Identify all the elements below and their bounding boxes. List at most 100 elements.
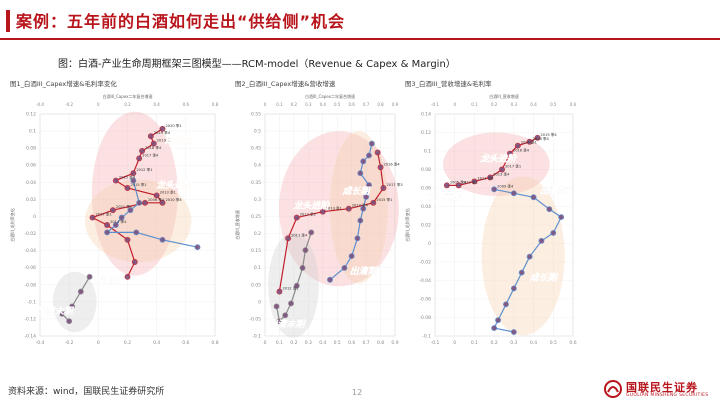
title-rule (0, 38, 720, 40)
data-point (341, 264, 348, 271)
data-point (538, 237, 545, 244)
data-point (348, 253, 355, 260)
point-label: 2010 季4 (166, 197, 183, 202)
data-point (109, 207, 116, 214)
data-point (159, 199, 166, 206)
y-tick-label: -0.1 (27, 299, 36, 305)
point-label: 2011 季4 (291, 232, 308, 237)
point-label: 2020 季1 (166, 123, 182, 128)
page-number: 12 (352, 388, 363, 397)
y-tick-label: 0.45 (251, 146, 261, 152)
y-tick-label: 0.06 (26, 163, 36, 169)
data-point (550, 229, 557, 236)
x-tick-label: -0.4 (36, 340, 45, 346)
data-point (276, 288, 283, 295)
x-tick-label-top: -0.2 (65, 102, 73, 107)
data-point (487, 174, 494, 181)
y-axis-label: 白酒III_毛利率变化 (404, 208, 410, 242)
y-tick-label: 0.14 (421, 112, 431, 118)
x-tick-label: 0.8 (377, 340, 384, 346)
x-tick-label: 0.7 (363, 340, 370, 346)
x-tick-label: 0 (453, 340, 456, 346)
y-tick-label: -0.06 (419, 297, 431, 303)
data-point (526, 253, 533, 260)
x-axis-label: 白酒III_Capex二年复合增速 (102, 93, 152, 99)
data-point (558, 214, 565, 221)
x-tick-label-top: 0.6 (570, 102, 577, 107)
point-label: 2019 季4 (541, 132, 558, 137)
data-point (285, 235, 292, 242)
x-tick-label: 0.4 (530, 340, 537, 346)
x-tick-label-top: 0 (97, 102, 100, 107)
data-point (130, 170, 137, 177)
x-tick-label: 0.3 (305, 340, 312, 346)
x-tick-label: 0.9 (391, 340, 398, 346)
data-point (142, 199, 148, 206)
x-tick-label-top: 0.7 (363, 102, 370, 107)
point-label: 2011 季4 (477, 175, 494, 180)
chart-1: 图1_白酒III_Capex增速&毛利率变化白酒III_Capex二年复合增速白… (9, 79, 219, 346)
data-point (455, 182, 462, 189)
point-label: 2010 季1 (462, 179, 478, 184)
data-point (282, 312, 289, 319)
logo-text-en: GUOLIAN MINSHENG SECURITIES (626, 393, 709, 398)
data-point (112, 222, 119, 228)
data-point (104, 229, 111, 236)
data-point (366, 182, 372, 188)
x-tick-label-top: 0 (264, 102, 267, 107)
x-tick-label: 0.8 (211, 340, 218, 346)
x-tick-label-top: 0.3 (511, 102, 518, 107)
data-point (136, 199, 143, 206)
data-point (530, 194, 537, 201)
chart-title: 图1_白酒III_Capex增速&毛利率变化 (10, 79, 117, 88)
data-point (370, 199, 377, 206)
point-label: 2017 季1 (505, 164, 521, 169)
data-point (368, 140, 375, 147)
data-point (150, 140, 157, 147)
data-point (159, 125, 166, 132)
data-point (133, 229, 140, 236)
data-point (131, 259, 138, 265)
x-tick-label-top: 0.5 (334, 102, 341, 107)
x-tick-label: 0.2 (290, 340, 297, 346)
data-point (69, 303, 76, 310)
point-label: 2016 季4 (513, 148, 530, 153)
point-label: 2020 季1 (521, 140, 537, 145)
point-label: 2016 季4 (384, 161, 401, 166)
title-accent (6, 10, 10, 32)
chart-panels: 图1_白酒III_Capex增速&毛利率变化白酒III_Capex二年复合增速白… (9, 79, 577, 346)
chart-title: 图3_白酒III_营收增速&毛利率 (405, 79, 492, 88)
data-point (514, 142, 521, 149)
x-tick-label-top: 0.1 (276, 102, 283, 107)
data-point (194, 244, 201, 251)
point-label: 2017 季4 (142, 152, 159, 157)
y-axis-label: 白酒III_毛利率变化 (9, 208, 15, 242)
y-tick-label: 0.1 (29, 129, 36, 135)
logo-text-cn: 国联民生证券 (626, 381, 698, 394)
point-label: 2017 季1 (96, 212, 112, 217)
data-point (124, 185, 131, 191)
plot-frame (39, 113, 216, 337)
point-label: 2012 季1 (136, 167, 152, 172)
x-tick-label-top: 0.4 (320, 102, 327, 107)
data-point (357, 170, 364, 177)
x-tick-label: 0 (97, 340, 100, 346)
source-note: 资料来源：wind，国联民生证券研究所 (8, 387, 165, 397)
data-point (471, 178, 478, 185)
figure-caption: 图：白酒-产业生命周期框架三图模型——RCM-model（Revenue & C… (58, 59, 456, 70)
stage-label: 出清末期 (269, 319, 307, 330)
x-tick-label-top: 0.4 (530, 102, 537, 107)
x-axis-label: 白酒III_营收增速 (489, 93, 519, 99)
data-point (363, 193, 370, 200)
y-tick-label: -0.04 (24, 248, 36, 254)
y-tick-label: 0.2 (254, 231, 261, 237)
data-point (360, 205, 367, 212)
y-tick-label: 0.12 (421, 130, 431, 136)
y-tick-label: -0.05 (249, 316, 261, 322)
data-point (273, 303, 280, 310)
data-point (308, 229, 315, 236)
logo-icon (604, 380, 622, 398)
data-point (302, 247, 309, 254)
x-tick-label-top: 0.2 (291, 102, 298, 107)
x-tick-label: 0.2 (491, 340, 498, 346)
